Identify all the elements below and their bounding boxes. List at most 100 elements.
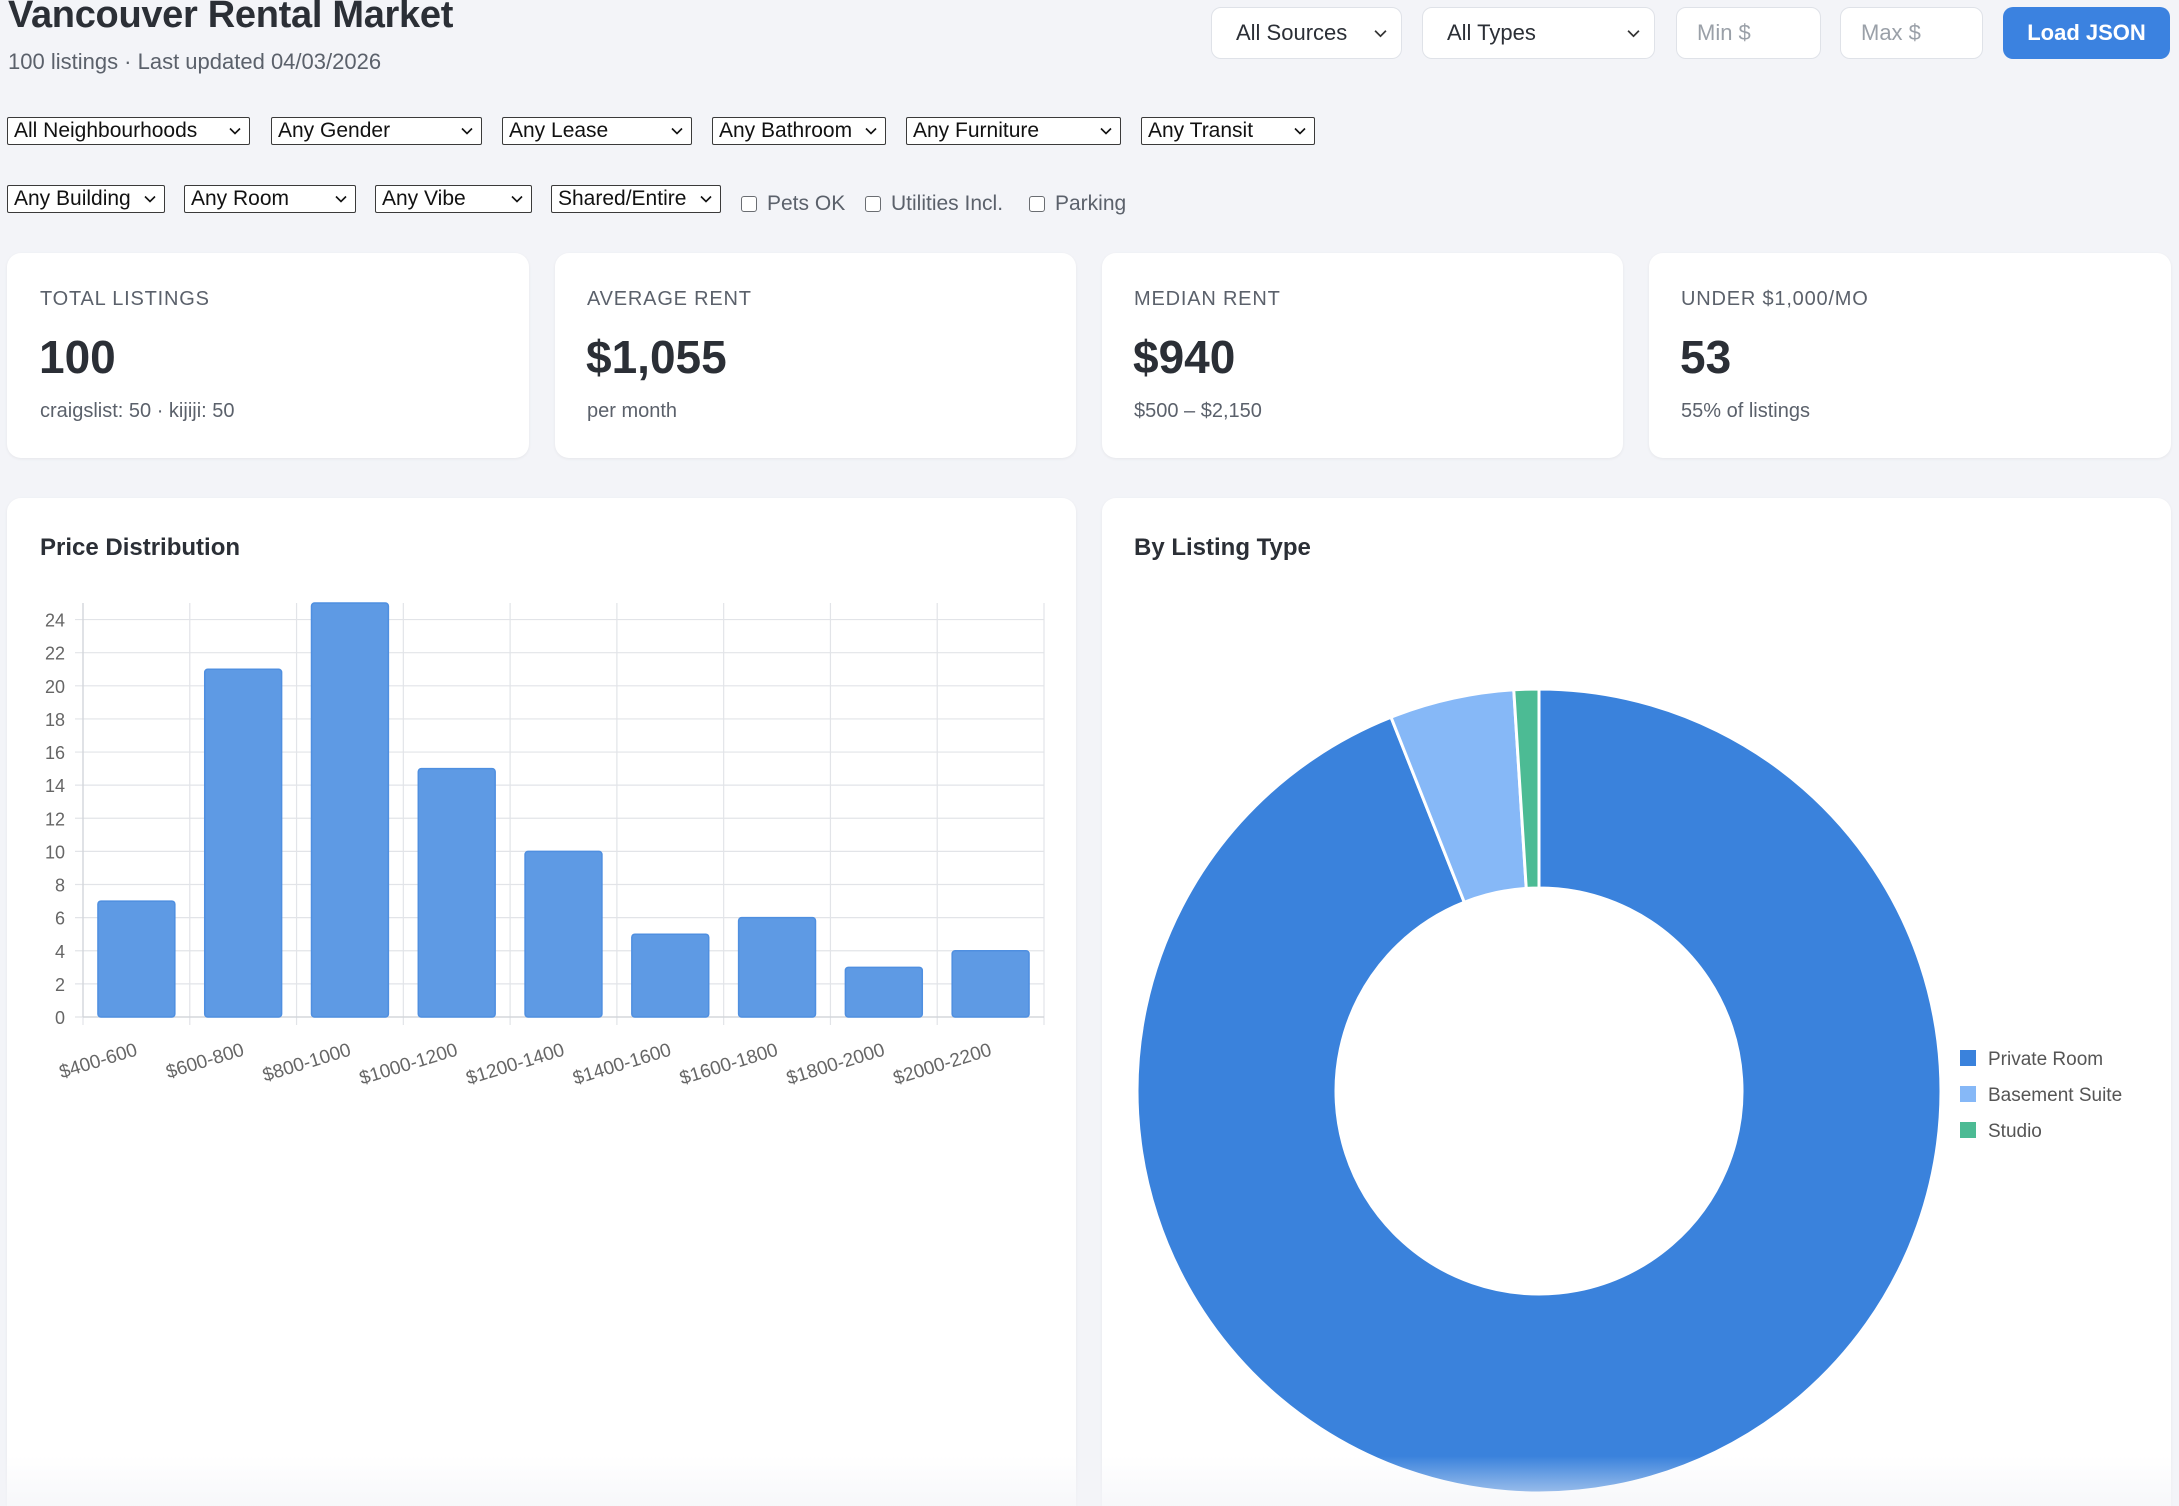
bar bbox=[203, 668, 283, 1018]
checkbox-box[interactable] bbox=[865, 196, 881, 212]
chevron-down-icon bbox=[335, 195, 347, 203]
vibe-select[interactable]: Any Vibe bbox=[375, 185, 532, 213]
chevron-down-icon bbox=[1100, 127, 1112, 135]
stat-label: TOTAL LISTINGS bbox=[40, 288, 210, 310]
utilities-label: Utilities Incl. bbox=[891, 192, 1004, 215]
page-subtitle: 100 listings · Last updated 04/03/2026 bbox=[8, 49, 382, 74]
min-price-input[interactable] bbox=[1676, 7, 1821, 59]
bar bbox=[524, 850, 603, 1018]
stat-value: $1,055 bbox=[586, 331, 727, 383]
stat-label: AVERAGE RENT bbox=[587, 288, 752, 310]
pets-ok-checkbox[interactable]: Pets OK bbox=[741, 190, 845, 218]
transit-select-label: Any Transit bbox=[1148, 119, 1254, 142]
chevron-down-icon bbox=[865, 127, 877, 135]
sources-select[interactable]: All Sources bbox=[1211, 7, 1402, 59]
y-tick-label: 10 bbox=[45, 842, 65, 862]
y-tick-label: 16 bbox=[45, 743, 65, 763]
furniture-select-label: Any Furniture bbox=[913, 119, 1040, 142]
stat-label: UNDER $1,000/MO bbox=[1681, 288, 1869, 310]
y-tick-label: 18 bbox=[45, 710, 65, 730]
stat-sub: 55% of listings bbox=[1681, 400, 1810, 422]
stat-value: $940 bbox=[1133, 331, 1236, 383]
shared-entire-select[interactable]: Shared/Entire bbox=[551, 185, 721, 213]
x-tick-label: $800-1000 bbox=[260, 1040, 353, 1087]
transit-select[interactable]: Any Transit bbox=[1141, 117, 1315, 145]
max-price-input[interactable] bbox=[1840, 7, 1983, 59]
stat-card-median-rent bbox=[1102, 253, 1623, 458]
listing-type-title: By Listing Type bbox=[1134, 534, 1311, 561]
y-tick-label: 12 bbox=[45, 809, 65, 829]
chevron-down-icon bbox=[229, 127, 241, 135]
bar bbox=[97, 900, 176, 1018]
neighbourhood-select[interactable]: All Neighbourhoods bbox=[7, 117, 250, 145]
y-tick-label: 20 bbox=[45, 677, 65, 697]
stat-sub: per month bbox=[587, 400, 678, 422]
x-tick-label: $1800-2000 bbox=[784, 1040, 887, 1090]
page-title: Vancouver Rental Market bbox=[8, 0, 454, 36]
legend-label: Private Room bbox=[1988, 1049, 2103, 1070]
y-tick-label: 6 bbox=[55, 909, 65, 929]
lease-select-label: Any Lease bbox=[509, 119, 609, 142]
y-tick-label: 8 bbox=[55, 876, 65, 896]
stat-card-under-1000 bbox=[1649, 253, 2171, 458]
y-tick-label: 2 bbox=[55, 975, 65, 995]
checkbox-box[interactable] bbox=[1029, 196, 1045, 212]
listing-type-chart: Private Room Basement Suite Studio bbox=[1135, 687, 2122, 1495]
bottom-fade bbox=[0, 1456, 2179, 1506]
chevron-down-icon bbox=[671, 127, 683, 135]
bar bbox=[417, 767, 496, 1018]
legend-label: Basement Suite bbox=[1988, 1085, 2122, 1106]
x-tick-label: $1000-1200 bbox=[357, 1040, 460, 1090]
building-select[interactable]: Any Building bbox=[7, 185, 165, 213]
chevron-down-icon bbox=[700, 195, 712, 203]
load-json-button[interactable]: Load JSON bbox=[2003, 7, 2170, 59]
legend-label: Studio bbox=[1988, 1121, 2042, 1142]
stat-value: 100 bbox=[39, 331, 116, 383]
types-select-label: All Types bbox=[1447, 20, 1536, 45]
y-tick-label: 22 bbox=[45, 644, 65, 664]
shared-entire-select-label: Shared/Entire bbox=[558, 187, 687, 210]
parking-label: Parking bbox=[1055, 192, 1127, 215]
bar bbox=[951, 950, 1030, 1018]
chevron-down-icon bbox=[1294, 127, 1306, 135]
building-select-label: Any Building bbox=[14, 187, 131, 210]
bar bbox=[310, 602, 390, 1018]
bathroom-select[interactable]: Any Bathroom bbox=[712, 117, 886, 145]
pie-slice bbox=[1135, 687, 1943, 1495]
stat-card-average-rent bbox=[555, 253, 1076, 458]
pets-ok-label: Pets OK bbox=[767, 192, 846, 215]
bar bbox=[844, 966, 924, 1018]
x-tick-label: $1200-1400 bbox=[464, 1040, 567, 1090]
vibe-select-label: Any Vibe bbox=[382, 187, 466, 210]
pie-slice bbox=[1512, 687, 1541, 890]
room-select[interactable]: Any Room bbox=[184, 185, 356, 213]
furniture-select[interactable]: Any Furniture bbox=[906, 117, 1121, 145]
chevron-down-icon bbox=[461, 127, 473, 135]
x-tick-label: $1400-1600 bbox=[571, 1040, 674, 1090]
bar bbox=[631, 933, 710, 1018]
lease-select[interactable]: Any Lease bbox=[502, 117, 692, 145]
sources-select-label: All Sources bbox=[1236, 20, 1348, 45]
types-select[interactable]: All Types bbox=[1422, 7, 1655, 59]
parking-checkbox[interactable]: Parking bbox=[1029, 190, 1126, 218]
chevron-down-icon bbox=[1627, 30, 1640, 38]
stat-value: 53 bbox=[1680, 331, 1732, 383]
legend: Private Room Basement Suite Studio bbox=[1960, 1049, 2122, 1142]
legend-swatch bbox=[1960, 1050, 1976, 1066]
y-tick-label: 14 bbox=[45, 776, 65, 796]
y-tick-label: 0 bbox=[55, 1008, 65, 1028]
x-tick-label: $400-600 bbox=[57, 1040, 140, 1084]
stat-card-total-listings bbox=[7, 253, 529, 458]
neighbourhood-select-label: All Neighbourhoods bbox=[14, 119, 198, 142]
utilities-checkbox[interactable]: Utilities Incl. bbox=[865, 190, 1003, 218]
x-tick-label: $2000-2200 bbox=[891, 1040, 994, 1090]
room-select-label: Any Room bbox=[191, 187, 290, 210]
legend-swatch bbox=[1960, 1122, 1976, 1138]
checkbox-box[interactable] bbox=[741, 196, 757, 212]
legend-swatch bbox=[1960, 1086, 1976, 1102]
gender-select[interactable]: Any Gender bbox=[271, 117, 482, 145]
x-tick-label: $600-800 bbox=[164, 1040, 247, 1084]
bar bbox=[737, 916, 817, 1018]
